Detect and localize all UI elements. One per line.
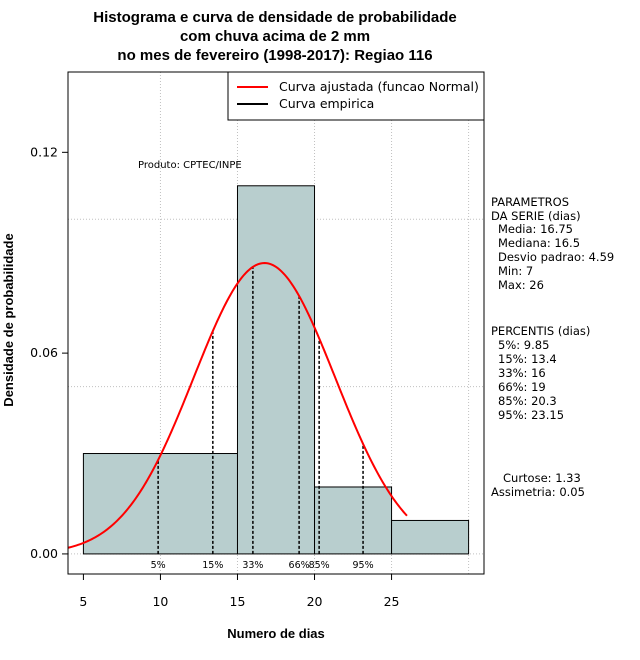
normal-curve bbox=[67, 262, 408, 549]
y-axis: 0.00 0.06 0.12 bbox=[30, 144, 69, 561]
legend-box bbox=[227, 71, 485, 121]
percentile-label: 85% bbox=[309, 560, 330, 571]
percentil-85: 85%: 20.3 bbox=[498, 394, 557, 408]
product-annotation: Produto: CPTEC/INPE bbox=[138, 160, 242, 171]
histogram-bar bbox=[391, 519, 470, 555]
assimetria-value: Assimetria: 0.05 bbox=[491, 485, 585, 499]
y-tick-label: 0.12 bbox=[30, 144, 58, 159]
param-min: Min: 7 bbox=[498, 264, 534, 278]
chart-title-line-2: com chuva acima de 2 mm bbox=[180, 28, 370, 45]
histogram-bars bbox=[82, 185, 470, 555]
percentil-5: 5%: 9.85 bbox=[498, 338, 550, 352]
histogram-bar bbox=[236, 185, 316, 555]
histogram-bar bbox=[82, 453, 238, 555]
x-axis: 5 10 15 20 25 bbox=[79, 573, 400, 609]
percentile-label: 33% bbox=[242, 560, 263, 571]
histogram-bar bbox=[314, 486, 393, 555]
curtose-value: Curtose: 1.33 bbox=[503, 471, 581, 485]
legend: Curva ajustada (funcao Normal) Curva emp… bbox=[227, 71, 485, 121]
legend-label-fitted: Curva ajustada (funcao Normal) bbox=[279, 79, 479, 94]
y-tick-label: 0.00 bbox=[30, 546, 58, 561]
x-tick-label: 25 bbox=[384, 594, 400, 609]
percentil-33: 33%: 16 bbox=[498, 366, 546, 380]
percentile-label: 15% bbox=[202, 560, 223, 571]
x-axis-label: Numero de dias bbox=[227, 626, 325, 641]
param-mediana: Mediana: 16.5 bbox=[498, 236, 581, 250]
percentile-lines: 5% 15% 33% 66%85% 95% bbox=[151, 266, 374, 571]
normal-curve-line bbox=[67, 262, 408, 549]
percentile-label: 95% bbox=[352, 560, 373, 571]
x-tick-label: 20 bbox=[307, 594, 323, 609]
param-media: Media: 16.75 bbox=[498, 222, 573, 236]
percentil-95: 95%: 23.15 bbox=[498, 408, 565, 422]
percentile-label: 5% bbox=[151, 560, 166, 571]
percentis-title: PERCENTIS (dias) bbox=[491, 324, 591, 338]
y-tick-label: 0.06 bbox=[30, 345, 58, 360]
y-axis-label: Densidade de probabilidade bbox=[1, 233, 16, 406]
x-tick-label: 10 bbox=[152, 594, 168, 609]
percentile-label: 66% bbox=[289, 560, 310, 571]
legend-label-empirical: Curva empirica bbox=[279, 96, 374, 111]
chart-title-line-1: Histograma e curva de densidade de proba… bbox=[93, 9, 456, 26]
percentil-66: 66%: 19 bbox=[498, 380, 546, 394]
x-tick-label: 5 bbox=[79, 594, 87, 609]
x-tick-label: 15 bbox=[230, 594, 246, 609]
percentil-15: 15%: 13.4 bbox=[498, 352, 557, 366]
param-desvio: Desvio padrao: 4.59 bbox=[498, 250, 615, 264]
params-title: PARAMETROS DA SERIE (dias) bbox=[491, 195, 581, 223]
param-max: Max: 26 bbox=[498, 278, 544, 292]
chart-title-line-3: no mes de fevereiro (1998-2017): Regiao … bbox=[117, 47, 432, 64]
